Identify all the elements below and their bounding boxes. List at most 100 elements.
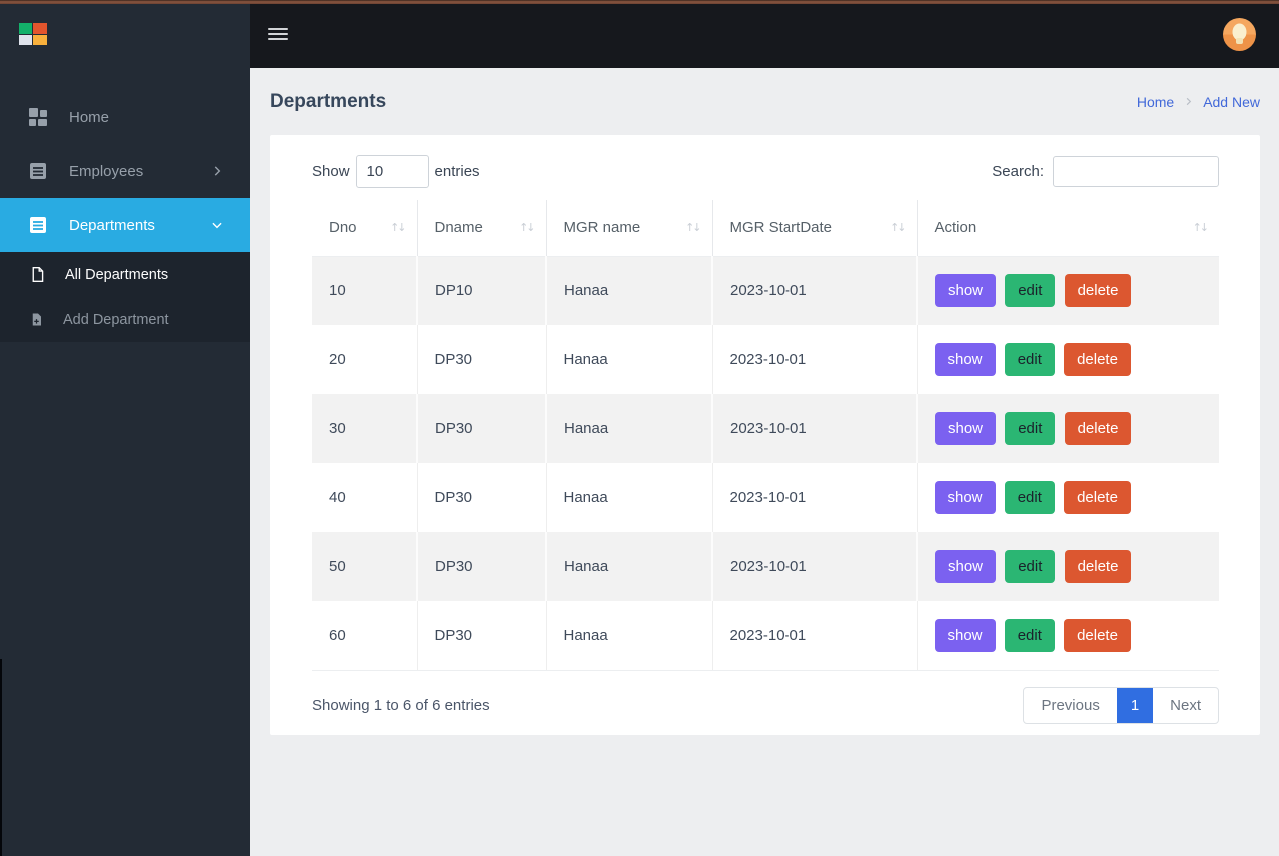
departments-card: Show entries Search: Dno ↑↓	[270, 135, 1260, 735]
cell-dname: DP30	[416, 325, 546, 394]
left-edge-sliver	[0, 659, 2, 856]
delete-button[interactable]: delete	[1064, 412, 1132, 445]
file-icon	[29, 266, 46, 283]
show-button[interactable]: show	[934, 343, 996, 376]
delete-button[interactable]: delete	[1064, 550, 1132, 583]
sort-icon[interactable]: ↑↓	[1192, 221, 1210, 235]
sort-icon[interactable]: ↑↓	[890, 221, 907, 235]
edit-button[interactable]: edit	[1005, 412, 1056, 445]
cell-dno: 40	[329, 489, 346, 506]
cell-mgr-startdate: 2023-10-01	[711, 325, 917, 394]
cell-actions: show edit delete	[916, 394, 1219, 463]
cell-dname: DP30	[416, 394, 546, 463]
cell-dno: 10	[329, 282, 346, 300]
table-header-row: Dno ↑↓ Dname ↑↓ MGR name ↑↓ MGR StartDat…	[312, 200, 1219, 257]
delete-button[interactable]: delete	[1064, 618, 1131, 652]
table-row: 40 DP30 Hanaa 2023-10-01 show edit delet…	[312, 463, 1219, 532]
sidebar-item-add-department[interactable]: Add Department	[0, 297, 250, 342]
sidebar-item-employees[interactable]: Employees	[0, 144, 250, 198]
sidebar: Home Employees	[0, 0, 250, 856]
column-header-mgr-name[interactable]: MGR name ↑↓	[545, 200, 712, 257]
sidebar-item-departments[interactable]: Departments	[0, 198, 250, 252]
table-row: 60 DP30 Hanaa 2023-10-01 show edit delet…	[312, 601, 1219, 671]
breadcrumb-home-link[interactable]: Home	[1136, 93, 1175, 110]
column-header-action[interactable]: Action ↑↓	[916, 200, 1219, 257]
table-row: 10 DP10 Hanaa 2023-10-01 show edit delet…	[312, 256, 1219, 325]
column-header-dno[interactable]: Dno ↑↓	[312, 200, 417, 257]
sidebar-item-home[interactable]: Home	[0, 90, 250, 144]
sort-icon[interactable]: ↑↓	[519, 221, 536, 235]
table-row: 50 DP30 Hanaa 2023-10-01 show edit delet…	[312, 532, 1219, 601]
previous-page-button[interactable]: Previous	[1041, 696, 1100, 714]
breadcrumb: Home Add New	[1137, 94, 1260, 110]
page-title: Departments	[270, 90, 387, 112]
table-controls: Show entries Search:	[312, 155, 1219, 188]
edit-button[interactable]: edit	[1005, 274, 1056, 308]
column-label: MGR StartDate	[729, 219, 833, 237]
show-button[interactable]: show	[934, 481, 996, 514]
search-control: Search:	[992, 156, 1219, 187]
pagination: Previous 1 Next	[1023, 686, 1219, 724]
column-label: Dname	[434, 219, 483, 237]
cell-mgr-startdate: 2023-10-01	[711, 601, 917, 671]
cell-actions: show edit delete	[916, 601, 1219, 671]
show-button[interactable]: show	[935, 412, 997, 445]
cell-actions: show edit delete	[916, 256, 1219, 325]
column-header-dname[interactable]: Dname ↑↓	[416, 200, 546, 257]
user-avatar[interactable]	[1223, 17, 1256, 51]
sidebar-item-label: Add Department	[63, 311, 169, 328]
edit-button[interactable]: edit	[1004, 343, 1055, 376]
cell-mgr-name: Hanaa	[545, 325, 712, 394]
person-icon	[1232, 23, 1247, 44]
sidebar-item-label: Employees	[69, 162, 144, 180]
cell-dname: DP30	[416, 463, 546, 532]
show-button[interactable]: show	[935, 550, 997, 583]
list-icon	[28, 215, 48, 235]
sidebar-item-label: Departments	[69, 216, 155, 234]
sidebar-item-all-departments[interactable]: All Departments	[0, 252, 250, 297]
edit-button[interactable]: edit	[1005, 550, 1056, 583]
page-number-button[interactable]: 1	[1116, 687, 1154, 723]
breadcrumb-current-link[interactable]: Add New	[1203, 93, 1260, 110]
sidebar-menu: Home Employees	[0, 68, 250, 252]
sidebar-item-label: Home	[69, 108, 110, 126]
edit-button[interactable]: edit	[1004, 481, 1055, 514]
delete-button[interactable]: delete	[1064, 274, 1132, 308]
search-input[interactable]	[1053, 156, 1219, 187]
sort-icon[interactable]: ↑↓	[390, 221, 407, 235]
app-logo[interactable]	[0, 0, 250, 68]
top-accent-bar	[0, 0, 1279, 4]
column-header-mgr-startdate[interactable]: MGR StartDate ↑↓	[711, 200, 917, 257]
page-header: Departments Home Add New	[250, 68, 1279, 135]
search-label: Search:	[992, 163, 1044, 180]
chevron-right-icon	[1183, 96, 1194, 107]
top-navbar	[250, 0, 1279, 68]
entries-info: Showing 1 to 6 of 6 entries	[312, 696, 490, 714]
sidebar-submenu: All Departments Add Department	[0, 252, 250, 342]
edit-button[interactable]: edit	[1004, 618, 1055, 652]
cell-mgr-name: Hanaa	[545, 532, 712, 601]
delete-button[interactable]: delete	[1064, 481, 1131, 514]
sort-icon[interactable]: ↑↓	[685, 221, 702, 235]
column-label: Dno	[329, 219, 357, 237]
cell-dname: DP30	[416, 601, 546, 671]
next-page-button[interactable]: Next	[1170, 696, 1201, 714]
cell-dname: DP30	[416, 532, 546, 601]
cell-mgr-name: Hanaa	[545, 394, 712, 463]
entries-label: entries	[434, 163, 480, 180]
cell-mgr-name: Hanaa	[545, 463, 712, 532]
cell-dname: DP10	[416, 256, 546, 325]
entries-length-input[interactable]	[355, 155, 429, 188]
show-button[interactable]: show	[934, 618, 996, 652]
cell-mgr-startdate: 2023-10-01	[711, 532, 917, 601]
cell-mgr-startdate: 2023-10-01	[711, 394, 917, 463]
cell-dno: 20	[329, 351, 346, 368]
delete-button[interactable]: delete	[1064, 343, 1131, 376]
cell-mgr-startdate: 2023-10-01	[711, 256, 917, 325]
column-label: Action	[934, 219, 977, 237]
cell-actions: show edit delete	[916, 325, 1219, 394]
show-button[interactable]: show	[935, 274, 997, 308]
column-label: MGR name	[563, 219, 641, 237]
hamburger-menu-icon[interactable]	[268, 25, 288, 43]
logo-squares-icon	[19, 22, 48, 46]
